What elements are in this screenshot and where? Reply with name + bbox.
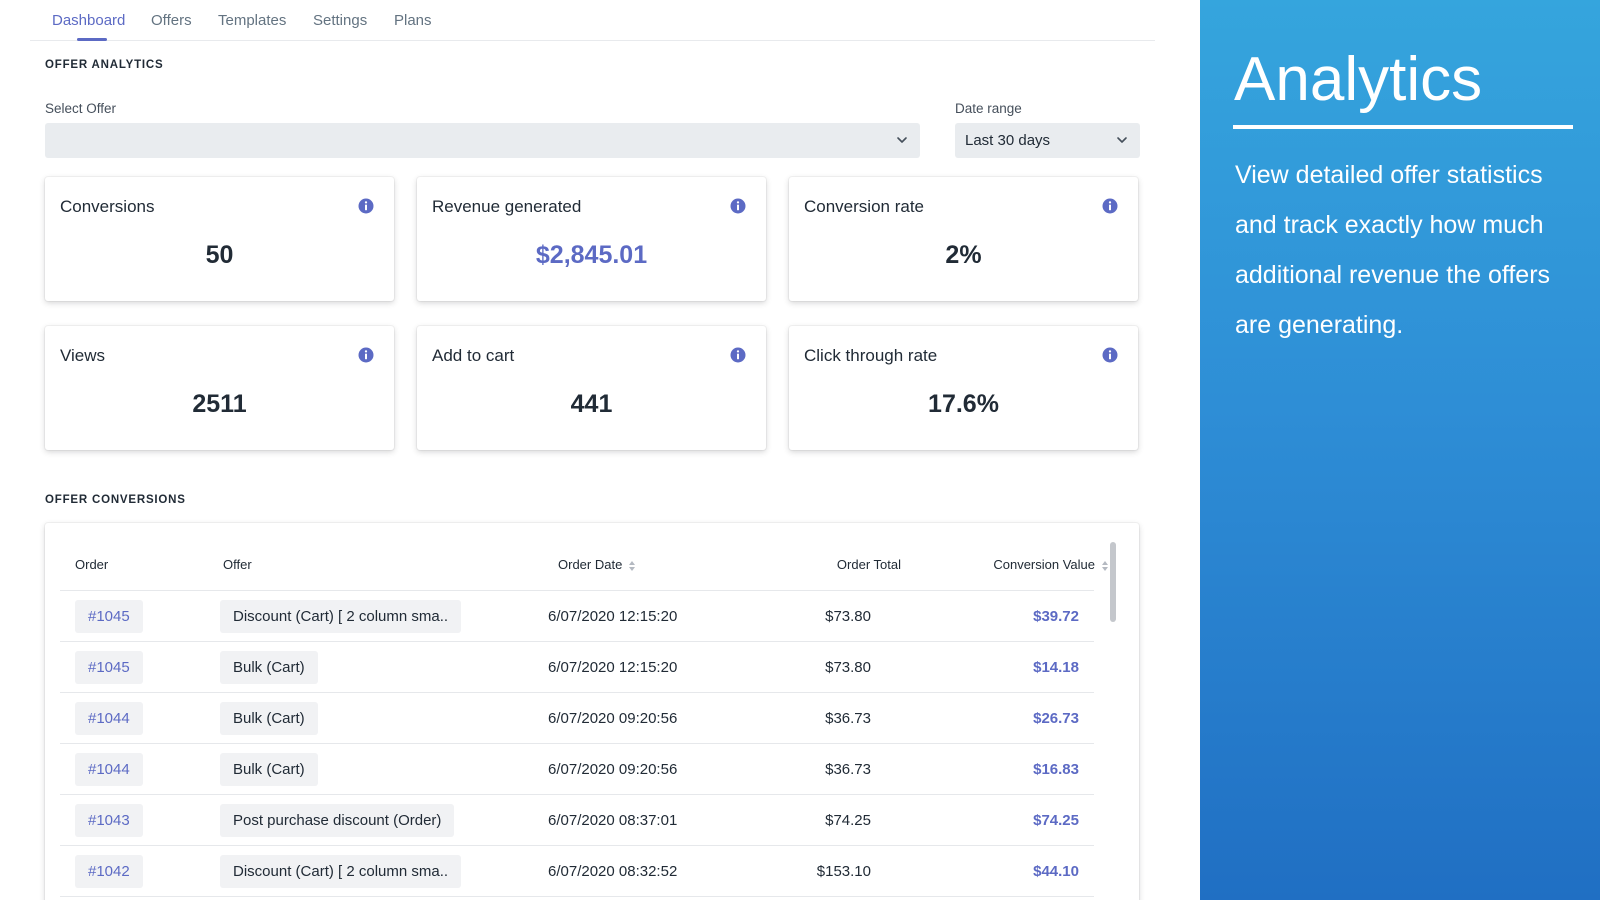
info-icon[interactable]	[730, 198, 746, 214]
column-header-order-date-label: Order Date	[558, 557, 623, 572]
order-link[interactable]: #1045	[75, 600, 143, 633]
order-date: 6/07/2020 12:15:20	[548, 659, 678, 676]
stat-card-conversion-rate: Conversion rate 2%	[789, 177, 1138, 301]
date-range-value: Last 30 days	[965, 132, 1051, 149]
tab-offers[interactable]: Offers	[151, 12, 192, 29]
select-offer-label: Select Offer	[45, 101, 117, 116]
order-date: 6/07/2020 09:20:56	[548, 761, 678, 778]
offer-name: Discount (Cart) [ 2 column sma..	[220, 855, 462, 888]
stat-card-title: Revenue generated	[432, 197, 582, 216]
stat-card-title: Conversions	[60, 197, 155, 216]
date-range-dropdown[interactable]: Last 30 days	[955, 123, 1140, 158]
info-icon[interactable]	[1102, 198, 1118, 214]
table-header-divider	[60, 590, 1094, 591]
stat-card-title: Click through rate	[804, 346, 938, 365]
stat-card-value: 17.6%	[928, 390, 999, 418]
offer-analytics-heading: OFFER ANALYTICS	[45, 59, 164, 71]
order-total: $36.73	[825, 710, 871, 727]
date-range-label: Date range	[955, 101, 1022, 116]
offer-name: Bulk (Cart)	[220, 753, 318, 786]
stat-card-value: 441	[570, 390, 613, 418]
stat-card-title: Conversion rate	[804, 197, 925, 216]
tab-templates[interactable]: Templates	[218, 12, 287, 29]
scrollbar-thumb[interactable]	[1110, 542, 1116, 622]
offer-name: Bulk (Cart)	[220, 702, 318, 735]
chevron-down-icon	[897, 137, 907, 143]
order-date: 6/07/2020 08:32:52	[548, 863, 678, 880]
stat-card-title: Add to cart	[432, 346, 515, 365]
order-link[interactable]: #1043	[75, 804, 143, 837]
stat-card-add-to-cart: Add to cart 441	[417, 326, 766, 450]
stat-card-value: 50	[205, 241, 234, 269]
stat-card-revenue: Revenue generated $2,845.01	[417, 177, 766, 301]
column-header-offer: Offer	[223, 557, 252, 572]
table-row: #1042 Discount (Cart) [ 2 column sma.. 6…	[60, 846, 1094, 897]
tab-dashboard[interactable]: Dashboard	[52, 12, 126, 29]
order-total: $36.73	[825, 761, 871, 778]
info-icon[interactable]	[1102, 347, 1118, 363]
table-row: #1045 Discount (Cart) [ 2 column sma.. 6…	[60, 591, 1094, 642]
column-header-order-total: Order Total	[836, 557, 901, 572]
info-icon[interactable]	[358, 198, 374, 214]
promo-title-underline	[1233, 125, 1573, 129]
table-scrollbar[interactable]	[1108, 540, 1117, 900]
column-header-order: Order	[75, 557, 109, 572]
order-total: $73.80	[825, 608, 871, 625]
chevron-down-icon	[1117, 137, 1127, 143]
order-date: 6/07/2020 09:20:56	[548, 710, 678, 727]
order-link[interactable]: #1045	[75, 651, 143, 684]
promo-description: View detailed offer statistics and track…	[1235, 161, 1551, 339]
tab-plans[interactable]: Plans	[394, 12, 432, 29]
order-link[interactable]: #1044	[75, 702, 143, 735]
stat-card-views: Views 2511	[45, 326, 394, 450]
select-offer-dropdown[interactable]	[45, 123, 920, 158]
conversion-value: $16.83	[1033, 761, 1079, 778]
info-icon[interactable]	[358, 347, 374, 363]
conversion-value: $44.10	[1033, 863, 1079, 880]
conversion-value: $26.73	[1033, 710, 1079, 727]
sort-icon	[1102, 560, 1108, 571]
conversion-value: $14.18	[1033, 659, 1079, 676]
sort-icon	[629, 560, 636, 571]
promo-title: Analytics	[1234, 45, 1483, 114]
order-date: 6/07/2020 12:15:20	[548, 608, 678, 625]
offer-name: Discount (Cart) [ 2 column sma..	[220, 600, 462, 633]
stat-card-title: Views	[60, 346, 106, 365]
stat-card-conversions: Conversions 50	[45, 177, 394, 301]
column-header-conversion-value[interactable]: Conversion Value	[993, 557, 1109, 572]
order-date: 6/07/2020 08:37:01	[548, 812, 678, 829]
table-row: #1043 Post purchase discount (Order) 6/0…	[60, 795, 1094, 846]
tab-settings[interactable]: Settings	[313, 12, 368, 29]
order-total: $73.80	[825, 659, 871, 676]
column-header-conversion-value-label: Conversion Value	[993, 557, 1095, 572]
table-row: #1044 Bulk (Cart) 6/07/2020 09:20:56 $36…	[60, 693, 1094, 744]
order-link[interactable]: #1042	[75, 855, 143, 888]
nav-tabs: Dashboard Offers Templates Settings Plan…	[30, 0, 1155, 41]
offer-name: Post purchase discount (Order)	[220, 804, 455, 837]
table-row: #1045 Bulk (Cart) 6/07/2020 12:15:20 $73…	[60, 642, 1094, 693]
info-icon[interactable]	[730, 347, 746, 363]
promo-panel: Analytics View detailed offer statistics…	[1200, 0, 1600, 900]
app-main: Dashboard Offers Templates Settings Plan…	[30, 0, 1155, 900]
stat-card-click-through-rate: Click through rate 17.6%	[789, 326, 1138, 450]
order-total: $74.25	[825, 812, 871, 829]
stat-card-value: 2%	[945, 241, 982, 269]
conversion-value: $74.25	[1033, 812, 1079, 829]
table-row: #1044 Bulk (Cart) 6/07/2020 09:20:56 $36…	[60, 744, 1094, 795]
conversions-table: Order Offer Order Date Order Total Conve…	[45, 523, 1139, 900]
conversion-value: $39.72	[1033, 608, 1079, 625]
order-total: $153.10	[816, 863, 871, 880]
offer-name: Bulk (Cart)	[220, 651, 318, 684]
stat-card-value: 2511	[192, 390, 247, 418]
offer-conversions-heading: OFFER CONVERSIONS	[45, 494, 186, 506]
stat-card-value: $2,845.01	[535, 241, 648, 269]
order-link[interactable]: #1044	[75, 753, 143, 786]
column-header-order-date[interactable]: Order Date	[558, 557, 636, 572]
active-tab-indicator	[77, 38, 107, 41]
